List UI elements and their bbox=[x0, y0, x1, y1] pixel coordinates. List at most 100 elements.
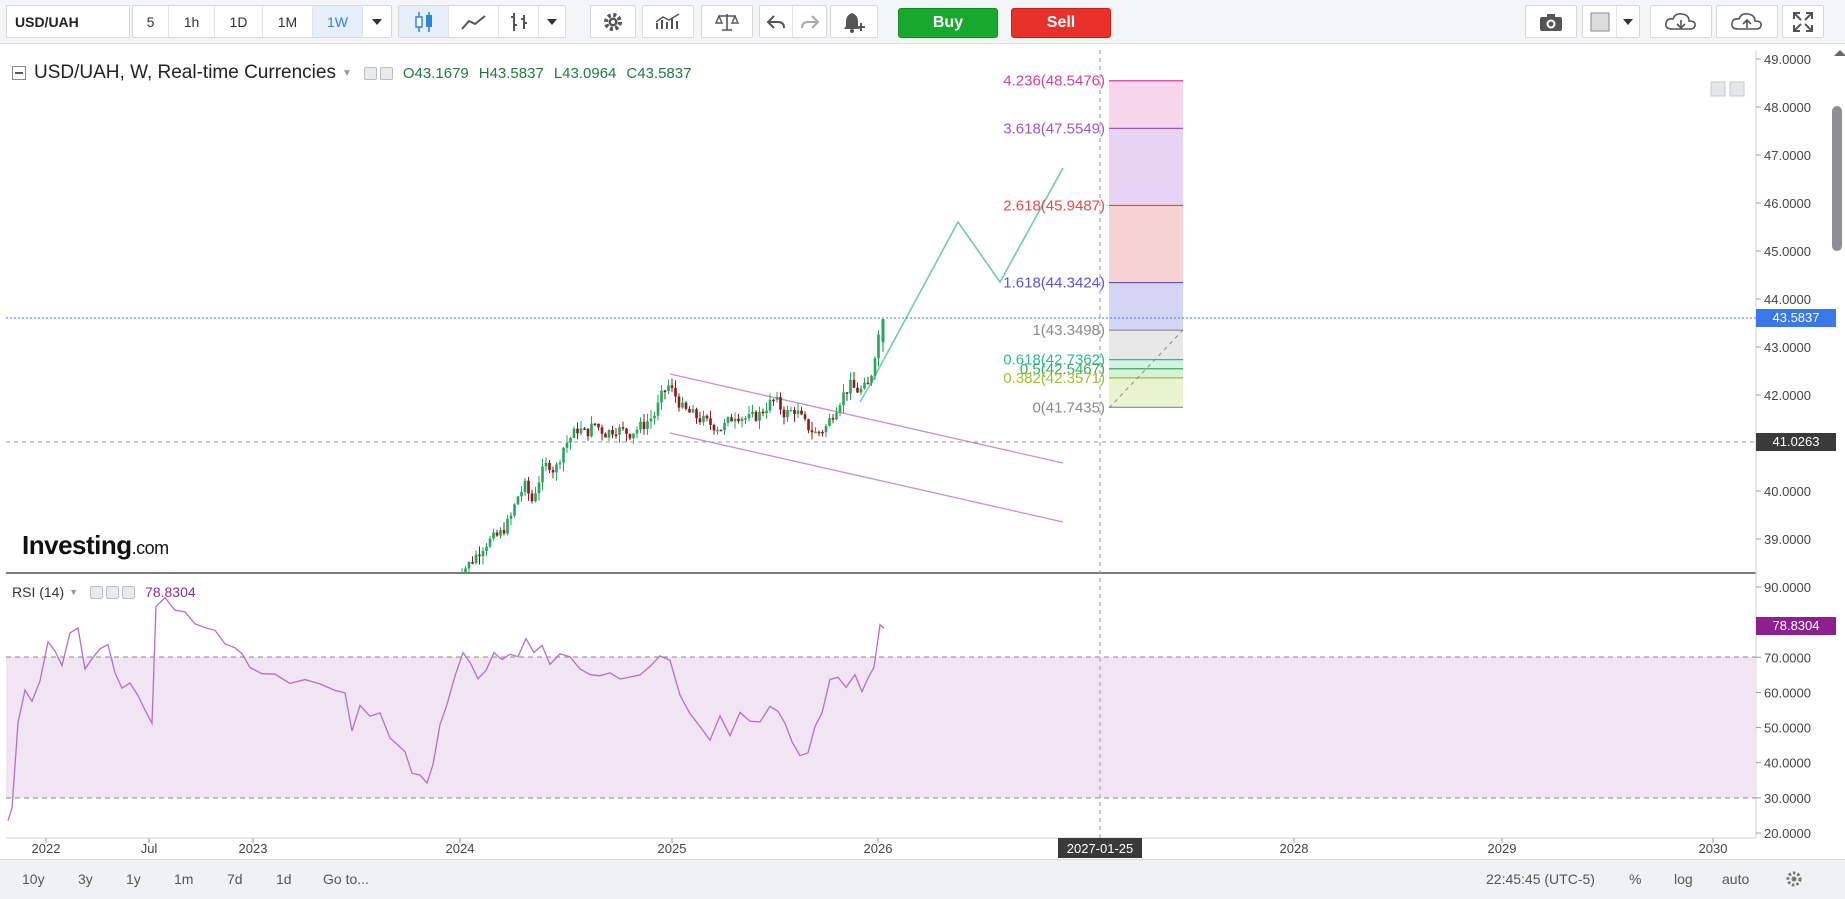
chevron-down-icon bbox=[547, 18, 557, 25]
compare-button[interactable] bbox=[702, 6, 752, 37]
fullscreen-button[interactable] bbox=[1783, 6, 1823, 37]
gear-icon bbox=[604, 12, 622, 31]
candle-body bbox=[569, 437, 572, 443]
sell-button[interactable]: Sell bbox=[1011, 8, 1111, 38]
buy-button[interactable]: Buy bbox=[898, 8, 998, 38]
gear-icon[interactable] bbox=[106, 585, 120, 599]
scroll-up-icon[interactable] bbox=[1834, 50, 1845, 56]
load-chart-button[interactable] bbox=[1651, 6, 1711, 37]
auto-toggle[interactable]: auto bbox=[1722, 871, 1750, 887]
legend-title[interactable]: USD/UAH, W, Real-time Currencies bbox=[34, 62, 336, 83]
eye-icon[interactable] bbox=[363, 66, 377, 80]
time-axis[interactable]: 2022 Jul 2023 2024 2025 2026 2028 2029 2030 bbox=[32, 838, 1728, 856]
logo-suffix: .com bbox=[131, 538, 170, 558]
rsi-tick-label: 40.0000 bbox=[1764, 756, 1811, 771]
candle-body bbox=[852, 379, 856, 388]
legend-title-dropdown-icon[interactable]: ▼ bbox=[341, 67, 352, 79]
wave-projection-path[interactable] bbox=[859, 167, 1064, 403]
candle-body bbox=[576, 428, 579, 434]
interval-5[interactable]: 5 bbox=[133, 6, 169, 37]
close-icon[interactable] bbox=[122, 585, 136, 599]
price-axis[interactable]: 49.0000 48.0000 47.0000 46.0000 45.0000 44.00… bbox=[1756, 52, 1811, 547]
chart-type-dropdown[interactable] bbox=[539, 6, 565, 37]
time-tick-label: 2022 bbox=[32, 841, 61, 856]
add-alert-button[interactable] bbox=[831, 6, 877, 37]
undo-button[interactable] bbox=[760, 6, 793, 37]
symbol-input[interactable]: USD/UAH bbox=[6, 5, 130, 38]
time-tick-label: 2028 bbox=[1280, 841, 1309, 856]
candle-body bbox=[681, 402, 684, 408]
go-to-date-button[interactable]: Go to... bbox=[323, 871, 369, 887]
range-10y[interactable]: 10y bbox=[22, 871, 45, 887]
line-chart-button[interactable] bbox=[449, 6, 499, 37]
candle-body bbox=[807, 419, 810, 431]
candles-button[interactable] bbox=[399, 6, 449, 37]
indicators-button[interactable] bbox=[643, 6, 693, 37]
bars-button[interactable] bbox=[499, 6, 539, 37]
percent-toggle[interactable]: % bbox=[1629, 871, 1642, 887]
collapse-pane-icon[interactable] bbox=[12, 66, 26, 80]
candle-body bbox=[642, 421, 646, 429]
candle-body bbox=[688, 408, 691, 413]
interval-1d[interactable]: 1D bbox=[215, 6, 263, 37]
candle-body bbox=[618, 427, 621, 435]
candle-body bbox=[881, 319, 885, 343]
candle-body bbox=[691, 409, 695, 413]
range-1y[interactable]: 1y bbox=[126, 871, 141, 887]
candle-body bbox=[751, 411, 754, 414]
candle-body bbox=[744, 418, 747, 420]
candle-body bbox=[590, 423, 593, 437]
fib-band bbox=[1109, 80, 1183, 129]
candle-body bbox=[698, 418, 702, 423]
candle-body bbox=[454, 577, 457, 579]
candle-body bbox=[611, 429, 614, 435]
channel-lower-line[interactable] bbox=[669, 432, 1064, 523]
candle-body bbox=[677, 396, 681, 408]
interval-1w[interactable]: 1W bbox=[313, 6, 363, 37]
layout-dropdown[interactable] bbox=[1617, 6, 1639, 37]
price-scrollbar-thumb[interactable] bbox=[1832, 106, 1842, 251]
candle-body bbox=[747, 413, 751, 419]
rsi-tick-label: 90.0000 bbox=[1764, 580, 1811, 595]
settings-button[interactable] bbox=[591, 6, 635, 37]
candle-body bbox=[793, 409, 796, 414]
gear-icon[interactable] bbox=[1785, 870, 1803, 888]
interval-1h[interactable]: 1h bbox=[169, 6, 215, 37]
candle-body bbox=[779, 397, 782, 410]
candle-body bbox=[670, 385, 674, 388]
interval-dropdown[interactable] bbox=[363, 6, 391, 37]
range-7d[interactable]: 7d bbox=[227, 871, 243, 887]
candle-body bbox=[866, 382, 870, 385]
rsi-label[interactable]: RSI (14) bbox=[12, 584, 65, 600]
snapshot-button[interactable] bbox=[1526, 6, 1576, 37]
alert-group bbox=[830, 5, 878, 38]
candle-body bbox=[737, 418, 740, 422]
redo-button[interactable] bbox=[793, 6, 826, 37]
pane-collapse-icon[interactable] bbox=[1710, 81, 1726, 97]
channel-upper-line[interactable] bbox=[669, 373, 1064, 464]
layout-group bbox=[1582, 5, 1640, 38]
candle-body bbox=[796, 410, 800, 414]
pane-expand-icon[interactable] bbox=[1729, 81, 1745, 97]
fibonacci-extension[interactable] bbox=[1109, 80, 1183, 408]
interval-1m[interactable]: 1M bbox=[263, 6, 313, 37]
log-toggle[interactable]: log bbox=[1674, 871, 1693, 887]
rsi-legend-value: 78.8304 bbox=[145, 584, 196, 600]
rsi-dropdown-icon[interactable]: ▼ bbox=[69, 587, 79, 597]
layout-button[interactable] bbox=[1583, 6, 1617, 37]
eye-icon[interactable] bbox=[90, 585, 104, 599]
save-chart-button[interactable] bbox=[1717, 6, 1777, 37]
candle-body bbox=[863, 382, 866, 389]
fib-level-label: 3.618(47.5549) bbox=[1003, 120, 1105, 137]
candle-body bbox=[527, 480, 530, 494]
range-3y[interactable]: 3y bbox=[78, 871, 93, 887]
area-chart-icon bbox=[460, 14, 486, 30]
candle-body bbox=[586, 428, 590, 437]
range-1d[interactable]: 1d bbox=[276, 871, 292, 887]
clock-display[interactable]: 22:45:45 (UTC-5) bbox=[1486, 871, 1595, 887]
candle-body bbox=[705, 415, 709, 419]
range-1m[interactable]: 1m bbox=[174, 871, 194, 887]
chart-canvas[interactable]: 4.236(48.5476) 3.618(47.5549) 2.618(45.948… bbox=[0, 44, 1845, 859]
gear-icon[interactable] bbox=[379, 66, 393, 80]
